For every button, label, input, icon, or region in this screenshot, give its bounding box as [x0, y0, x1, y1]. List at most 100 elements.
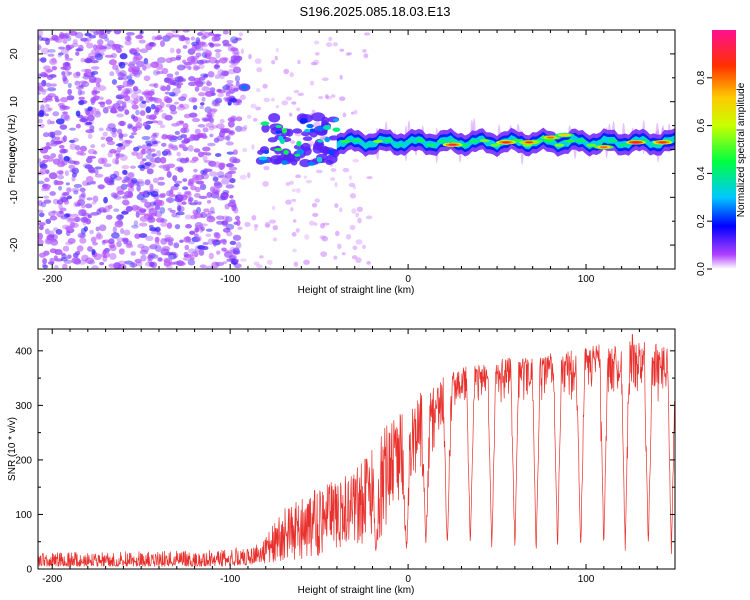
noise-speckle [73, 183, 83, 189]
noise-speckle [41, 183, 51, 190]
noise-speckle [116, 128, 123, 135]
heatmap-y-ticks: -20 -10 0 10 20 [9, 29, 675, 270]
noise-speckle [142, 65, 147, 71]
x-tick-label: -200 [42, 574, 62, 585]
noise-speckle [205, 228, 213, 232]
noise-speckle [98, 224, 107, 232]
noise-speckle [124, 35, 131, 42]
noise-speckle [129, 181, 134, 189]
noise-speckle [322, 222, 330, 226]
noise-speckle [183, 251, 189, 257]
noise-speckle [62, 245, 70, 252]
noise-speckle [105, 30, 113, 33]
noise-speckle [148, 261, 155, 268]
noise-speckle [50, 83, 57, 87]
noise-speckle [145, 235, 154, 241]
noise-speckle [182, 256, 192, 261]
noise-speckle [187, 181, 194, 187]
noise-speckle [113, 30, 122, 35]
noise-speckle [38, 91, 42, 96]
noise-speckle [39, 163, 48, 170]
noise-speckle [139, 110, 146, 116]
noise-speckle [113, 262, 122, 269]
noise-speckle [109, 71, 115, 77]
noise-speckle [289, 112, 293, 117]
snr-x-axis-label: Height of straight line (km) [298, 585, 415, 596]
noise-speckle [165, 166, 171, 172]
noise-speckle [49, 58, 58, 66]
noise-speckle [59, 105, 68, 109]
noise-speckle [180, 194, 188, 201]
noise-speckle [209, 87, 216, 93]
noise-speckle [71, 257, 81, 264]
noise-speckle [355, 212, 359, 218]
noise-speckle [121, 139, 131, 147]
noise-speckle [95, 226, 100, 232]
noise-speckle [93, 150, 98, 155]
noise-speckle [74, 80, 81, 86]
noise-speckle [42, 257, 48, 265]
band-segment [543, 139, 554, 143]
noise-speckle [114, 220, 124, 228]
noise-speckle [154, 205, 161, 210]
noise-speckle [348, 175, 352, 180]
noise-speckle [71, 167, 80, 175]
transition-core [324, 136, 331, 143]
noise-speckle [271, 97, 275, 102]
noise-speckle [116, 85, 125, 89]
transition-halo [311, 112, 326, 122]
noise-speckle [38, 180, 45, 185]
noise-speckle [97, 39, 104, 46]
noise-speckle [159, 101, 165, 109]
noise-speckle [193, 168, 198, 173]
noise-speckle [152, 96, 159, 103]
noise-speckle [169, 47, 175, 54]
noise-speckle [319, 235, 326, 240]
noise-speckle [222, 30, 229, 35]
noise-speckle [105, 99, 113, 105]
noise-speckle [191, 236, 201, 243]
noise-speckle [357, 217, 362, 224]
noise-speckle [67, 254, 72, 259]
noise-speckle [214, 103, 221, 107]
noise-speckle [174, 130, 181, 136]
snr-x-ticks: -200 -100 0 100 [42, 329, 676, 585]
noise-speckle [67, 82, 72, 88]
noise-speckle [184, 244, 190, 251]
noise-speckle [71, 213, 79, 218]
noise-speckle [54, 136, 61, 141]
noise-speckle [116, 237, 125, 242]
noise-speckle [44, 69, 51, 75]
noise-speckle [192, 105, 198, 110]
noise-speckle [57, 174, 65, 180]
noise-speckle [144, 201, 152, 208]
noise-speckle [207, 71, 215, 78]
noise-speckle [235, 241, 242, 249]
noise-speckle [172, 87, 181, 95]
noise-speckle [175, 56, 181, 61]
noise-speckle [39, 88, 48, 93]
noise-speckle [198, 195, 208, 199]
y-tick-label: 0 [9, 146, 20, 152]
noise-speckle [77, 89, 82, 96]
noise-speckle [38, 252, 47, 258]
noise-speckle [38, 209, 44, 213]
noise-speckle [225, 141, 234, 146]
noise-speckle [63, 114, 71, 122]
noise-speckle [72, 137, 79, 143]
noise-speckle [131, 100, 137, 106]
noise-speckle [180, 78, 187, 82]
noise-speckle [230, 248, 240, 254]
noise-speckle [243, 124, 248, 130]
noise-speckle [120, 145, 126, 150]
noise-speckle [169, 209, 176, 213]
noise-speckle [62, 263, 68, 269]
noise-speckle [131, 177, 138, 184]
noise-speckle [271, 59, 276, 65]
noise-speckle [49, 191, 56, 196]
noise-speckle [140, 198, 148, 203]
noise-speckle [199, 223, 208, 227]
noise-speckle [228, 88, 236, 94]
noise-speckle [133, 98, 139, 105]
noise-speckle [101, 239, 106, 246]
